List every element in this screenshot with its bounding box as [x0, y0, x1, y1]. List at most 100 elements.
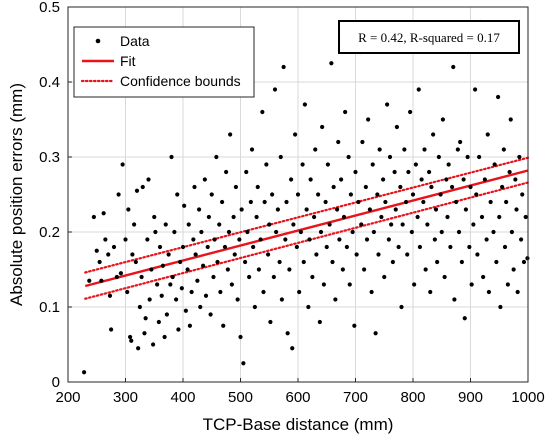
data-point	[316, 192, 321, 197]
data-points	[82, 19, 530, 375]
data-point	[235, 297, 240, 302]
data-point	[97, 259, 102, 265]
data-point	[266, 252, 271, 257]
data-point	[175, 192, 180, 197]
data-point	[206, 214, 211, 220]
data-point	[352, 323, 357, 328]
data-point	[189, 289, 194, 295]
data-point	[264, 162, 269, 167]
legend: Data Fit Confidence bounds	[73, 26, 255, 98]
x-tick-label: 500	[228, 389, 253, 406]
data-point	[362, 267, 367, 272]
upper-confidence-bound	[84, 156, 530, 274]
data-point	[429, 184, 434, 190]
data-point	[162, 334, 167, 340]
data-point	[399, 304, 404, 310]
data-point	[454, 199, 459, 205]
data-point	[340, 267, 345, 272]
data-point	[287, 267, 292, 272]
data-point	[382, 274, 387, 280]
data-point	[228, 132, 233, 137]
data-point	[192, 184, 197, 190]
data-point	[353, 169, 358, 175]
data-point	[142, 331, 147, 336]
data-point	[421, 199, 426, 205]
data-point	[151, 342, 156, 347]
data-point	[201, 263, 206, 268]
data-point	[336, 139, 341, 145]
data-point	[400, 222, 405, 227]
data-point	[363, 184, 368, 190]
data-point	[168, 282, 173, 287]
data-point	[433, 207, 439, 212]
data-point	[509, 229, 514, 235]
data-point	[381, 177, 386, 182]
data-point	[473, 87, 478, 92]
data-point	[359, 222, 364, 227]
data-point	[197, 207, 202, 212]
data-point	[212, 237, 217, 242]
data-point	[126, 207, 131, 212]
data-point	[417, 244, 422, 250]
data-point	[128, 334, 133, 340]
data-point	[157, 244, 163, 250]
data-point	[109, 327, 114, 332]
data-point	[445, 214, 450, 220]
data-point	[386, 237, 391, 242]
y-tick-labels: 0 0.1 0.2 0.3 0.4 0.5	[39, 0, 72, 391]
data-point	[475, 252, 480, 257]
data-point	[163, 222, 168, 227]
data-point	[317, 319, 322, 325]
data-point	[392, 169, 397, 175]
data-point	[371, 229, 376, 235]
data-point	[255, 184, 260, 190]
data-point	[343, 109, 348, 115]
data-point	[182, 203, 187, 208]
data-point	[164, 312, 169, 317]
x-tick-labels: 200 300 400 500 600 700 800 900 1000	[55, 378, 545, 406]
data-point	[514, 207, 519, 212]
data-point	[169, 154, 174, 160]
data-point	[137, 304, 142, 310]
fit-layer	[84, 169, 529, 288]
data-point	[289, 177, 294, 182]
data-point	[270, 192, 275, 197]
data-point	[324, 244, 329, 250]
data-point	[321, 282, 326, 287]
data-point	[251, 244, 256, 250]
x-tick-label: 300	[113, 389, 138, 406]
data-point	[229, 282, 234, 287]
data-point	[406, 169, 411, 175]
data-point	[500, 184, 505, 190]
data-point	[502, 244, 508, 250]
data-point	[508, 117, 513, 122]
data-point	[180, 244, 186, 250]
data-point	[186, 222, 191, 227]
data-point	[412, 282, 417, 287]
data-point	[448, 244, 453, 250]
data-point	[258, 237, 263, 242]
y-axis-label: Absolute position errors (mm)	[7, 83, 26, 306]
data-point	[239, 207, 244, 212]
data-point	[247, 274, 252, 280]
data-point	[241, 361, 246, 366]
data-point	[193, 252, 198, 257]
data-point	[491, 229, 496, 235]
data-point	[209, 192, 214, 197]
data-point	[198, 304, 203, 310]
data-point	[469, 282, 474, 287]
data-point	[275, 207, 280, 212]
data-point	[356, 199, 361, 205]
data-point	[123, 237, 128, 242]
data-point	[463, 207, 468, 212]
data-point	[482, 177, 487, 182]
data-point	[146, 177, 151, 182]
data-point	[450, 184, 455, 190]
data-point	[337, 237, 342, 242]
data-point	[139, 274, 144, 280]
data-point	[486, 289, 491, 295]
data-point	[248, 199, 253, 205]
data-point	[422, 147, 427, 152]
data-point	[504, 199, 509, 205]
data-point	[485, 132, 490, 137]
